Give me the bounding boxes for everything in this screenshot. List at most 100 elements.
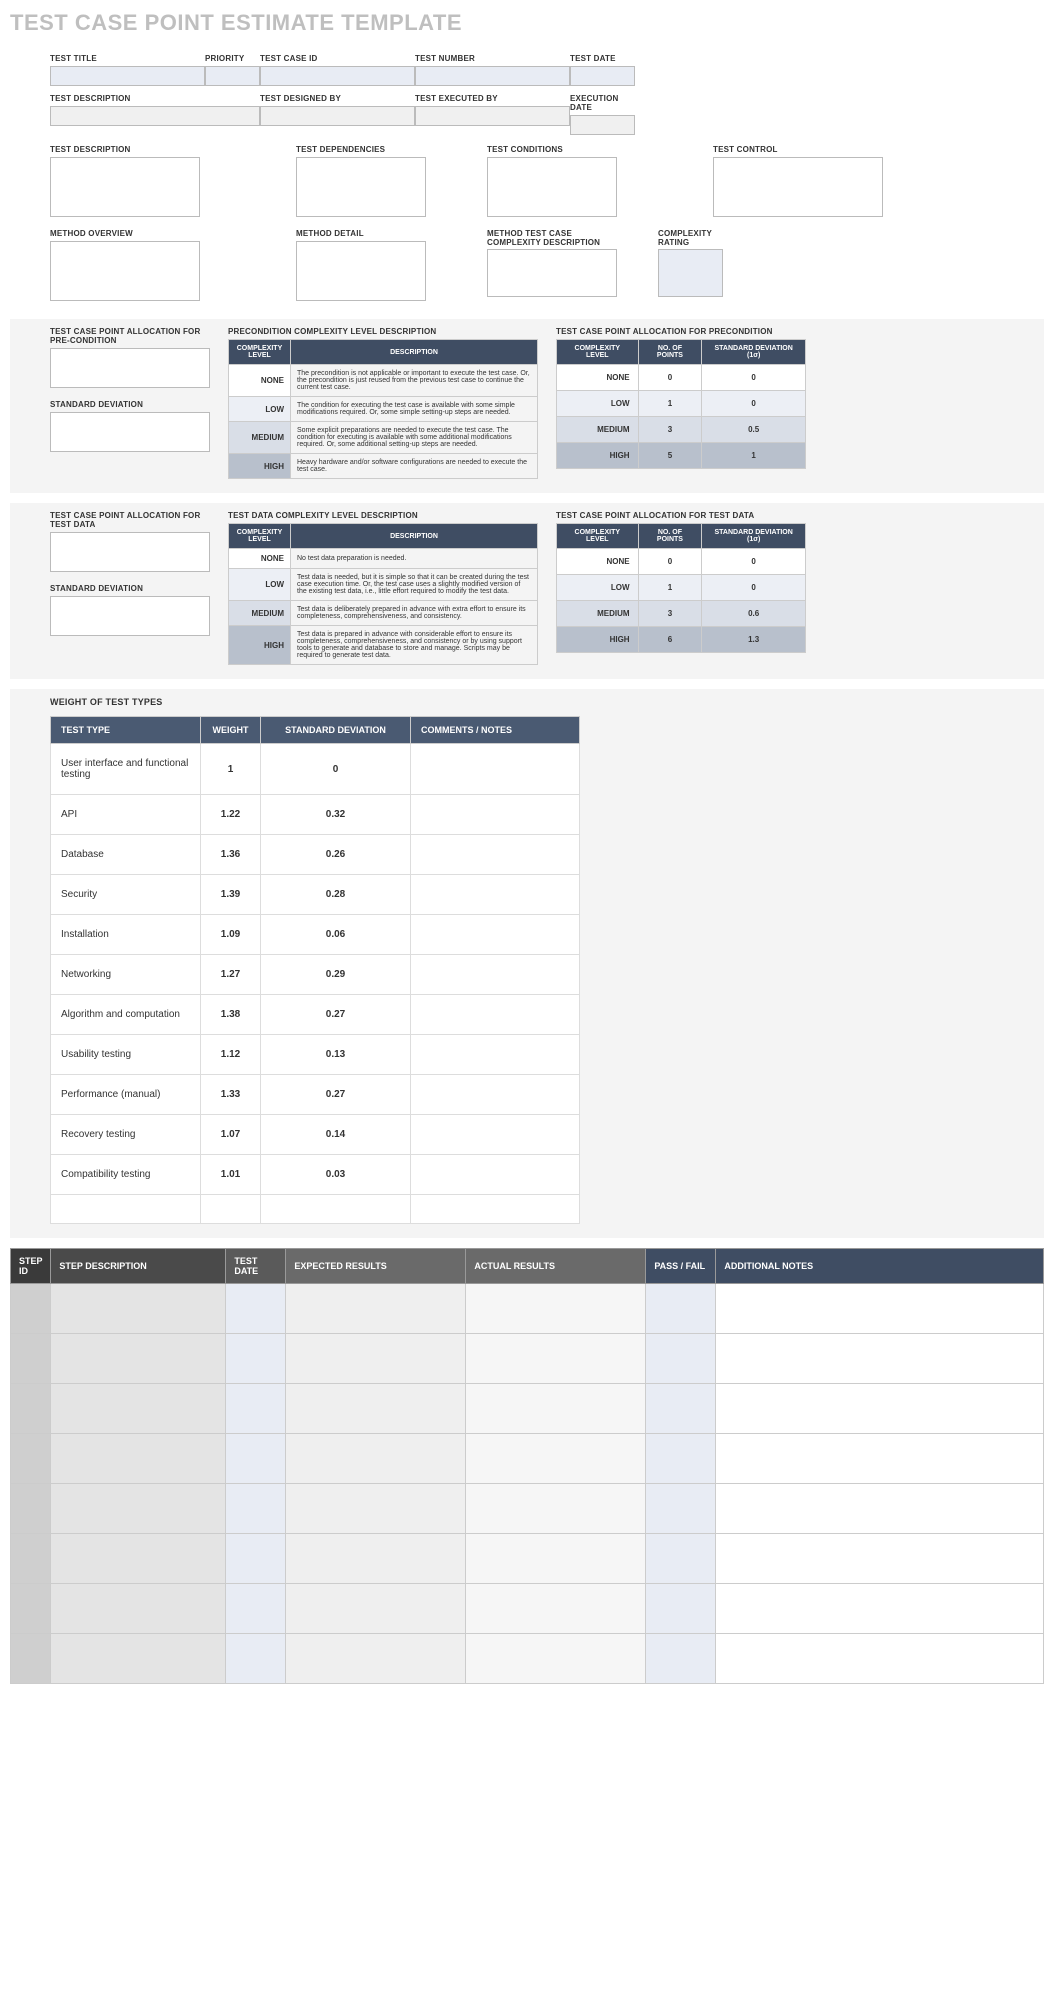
step-date-cell[interactable] (226, 1334, 286, 1384)
weight-comment-cell[interactable] (411, 1195, 580, 1224)
level-cell: LOW (229, 397, 291, 422)
input-priority[interactable] (205, 66, 260, 86)
input-test-case-id[interactable] (260, 66, 415, 86)
textarea-method-detail[interactable] (296, 241, 426, 301)
step-notes-cell[interactable] (716, 1484, 1044, 1534)
weight-comment-cell[interactable] (411, 1075, 580, 1115)
step-notes-cell[interactable] (716, 1284, 1044, 1334)
step-id-cell[interactable] (11, 1584, 51, 1634)
step-expected-cell[interactable] (286, 1634, 466, 1684)
textarea-method-overview[interactable] (50, 241, 200, 301)
input-test-date[interactable] (570, 66, 635, 86)
step-notes-cell[interactable] (716, 1584, 1044, 1634)
input-td-sd[interactable] (50, 596, 210, 636)
step-date-cell[interactable] (226, 1434, 286, 1484)
step-desc-cell[interactable] (51, 1534, 226, 1584)
step-desc-cell[interactable] (51, 1634, 226, 1684)
step-passfail-cell[interactable] (646, 1384, 716, 1434)
step-expected-cell[interactable] (286, 1434, 466, 1484)
input-test-executed-by[interactable] (415, 106, 570, 126)
step-id-cell[interactable] (11, 1334, 51, 1384)
weight-comment-cell[interactable] (411, 1035, 580, 1075)
step-notes-cell[interactable] (716, 1384, 1044, 1434)
step-expected-cell[interactable] (286, 1484, 466, 1534)
step-id-cell[interactable] (11, 1284, 51, 1334)
points-cell: 6 (638, 627, 702, 653)
step-notes-cell[interactable] (716, 1634, 1044, 1684)
step-id-cell[interactable] (11, 1384, 51, 1434)
step-desc-cell[interactable] (51, 1384, 226, 1434)
input-test-designed-by[interactable] (260, 106, 415, 126)
label-method-detail: METHOD DETAIL (296, 227, 426, 241)
weight-comment-cell[interactable] (411, 744, 580, 795)
textarea-method-complexity[interactable] (487, 249, 617, 297)
step-id-cell[interactable] (11, 1434, 51, 1484)
step-passfail-cell[interactable] (646, 1334, 716, 1384)
weight-comment-cell[interactable] (411, 1115, 580, 1155)
step-desc-cell[interactable] (51, 1334, 226, 1384)
textarea-test-description[interactable] (50, 157, 200, 217)
step-passfail-cell[interactable] (646, 1284, 716, 1334)
weight-val-cell: 1.22 (201, 795, 261, 835)
step-id-cell[interactable] (11, 1634, 51, 1684)
input-test-number[interactable] (415, 66, 570, 86)
step-desc-cell[interactable] (51, 1284, 226, 1334)
precondition-section: TEST CASE POINT ALLOCATION FOR PRE-CONDI… (10, 319, 1044, 493)
step-notes-cell[interactable] (716, 1434, 1044, 1484)
step-notes-cell[interactable] (716, 1334, 1044, 1384)
step-actual-cell[interactable] (466, 1584, 646, 1634)
input-execution-date[interactable] (570, 115, 635, 135)
step-actual-cell[interactable] (466, 1534, 646, 1584)
weight-comment-cell[interactable] (411, 835, 580, 875)
weight-sd-cell: 0.13 (261, 1035, 411, 1075)
textarea-test-control[interactable] (713, 157, 883, 217)
label-td-desc-title: TEST DATA COMPLEXITY LEVEL DESCRIPTION (228, 509, 538, 523)
step-expected-cell[interactable] (286, 1534, 466, 1584)
step-passfail-cell[interactable] (646, 1634, 716, 1684)
step-actual-cell[interactable] (466, 1434, 646, 1484)
level-cell: HIGH (229, 454, 291, 479)
step-date-cell[interactable] (226, 1384, 286, 1434)
step-desc-cell[interactable] (51, 1434, 226, 1484)
textarea-test-conditions[interactable] (487, 157, 617, 217)
input-test-description[interactable] (50, 106, 260, 126)
step-actual-cell[interactable] (466, 1484, 646, 1534)
step-passfail-cell[interactable] (646, 1534, 716, 1584)
weight-comment-cell[interactable] (411, 915, 580, 955)
textarea-complexity-rating[interactable] (658, 249, 723, 297)
desc-cell: No test data preparation is needed. (291, 549, 538, 569)
step-date-cell[interactable] (226, 1584, 286, 1634)
textarea-test-dependencies[interactable] (296, 157, 426, 217)
step-date-cell[interactable] (226, 1284, 286, 1334)
step-passfail-cell[interactable] (646, 1484, 716, 1534)
step-actual-cell[interactable] (466, 1634, 646, 1684)
input-test-title[interactable] (50, 66, 205, 86)
step-passfail-cell[interactable] (646, 1584, 716, 1634)
step-date-cell[interactable] (226, 1534, 286, 1584)
step-desc-cell[interactable] (51, 1484, 226, 1534)
step-desc-cell[interactable] (51, 1584, 226, 1634)
step-id-cell[interactable] (11, 1484, 51, 1534)
step-actual-cell[interactable] (466, 1284, 646, 1334)
step-expected-cell[interactable] (286, 1584, 466, 1634)
step-expected-cell[interactable] (286, 1284, 466, 1334)
input-precond-sd[interactable] (50, 412, 210, 452)
step-id-cell[interactable] (11, 1534, 51, 1584)
weight-comment-cell[interactable] (411, 795, 580, 835)
step-actual-cell[interactable] (466, 1334, 646, 1384)
label-precond-desc-title: PRECONDITION COMPLEXITY LEVEL DESCRIPTIO… (228, 325, 538, 339)
step-passfail-cell[interactable] (646, 1434, 716, 1484)
step-actual-cell[interactable] (466, 1384, 646, 1434)
weight-comment-cell[interactable] (411, 1155, 580, 1195)
step-expected-cell[interactable] (286, 1384, 466, 1434)
step-date-cell[interactable] (226, 1634, 286, 1684)
input-precond-alloc[interactable] (50, 348, 210, 388)
weight-comment-cell[interactable] (411, 995, 580, 1035)
step-expected-cell[interactable] (286, 1334, 466, 1384)
weight-comment-cell[interactable] (411, 955, 580, 995)
step-notes-cell[interactable] (716, 1534, 1044, 1584)
step-date-cell[interactable] (226, 1484, 286, 1534)
weight-comment-cell[interactable] (411, 875, 580, 915)
weight-sd-cell: 0.06 (261, 915, 411, 955)
input-td-alloc[interactable] (50, 532, 210, 572)
